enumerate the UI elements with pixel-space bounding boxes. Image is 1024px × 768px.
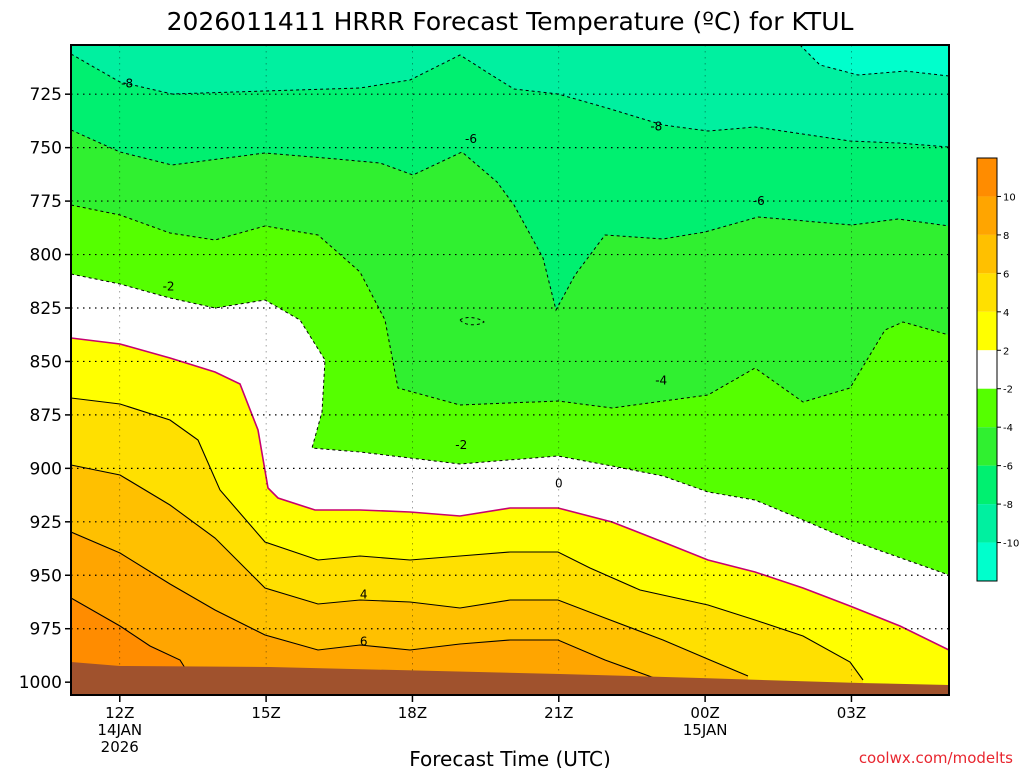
colorbar-label: 6 <box>1003 269 1009 280</box>
colorbar-label: -2 <box>1003 385 1013 396</box>
contour-label: -2 <box>455 438 467 452</box>
colorbar-swatch <box>977 465 997 505</box>
colorbar-label: 4 <box>1003 308 1009 319</box>
x-tick-label: 00Z <box>690 704 719 722</box>
credit-link[interactable]: coolwx.com/modelts <box>859 749 1013 767</box>
colorbar-swatch <box>977 311 997 351</box>
colorbar-swatch <box>977 350 997 389</box>
colorbar-swatch <box>977 234 997 274</box>
colorbar-label: -10 <box>1003 539 1019 550</box>
y-tick-label: 750 <box>30 139 62 159</box>
x-tick-label: 03Z <box>837 704 866 722</box>
contour-label: -2 <box>163 280 175 294</box>
contour-line-8 <box>71 531 661 681</box>
chart-title: 2026011411 HRRR Forecast Temperature (ºC… <box>167 7 854 36</box>
colorbar-label: -4 <box>1003 423 1013 434</box>
y-tick-label: 825 <box>30 299 62 319</box>
contour-line-minus8 <box>71 53 949 148</box>
grid-lines <box>71 45 949 695</box>
contour-line-4 <box>71 397 864 681</box>
y-tick-label: 850 <box>30 352 62 372</box>
y-tick-label: 725 <box>30 85 62 105</box>
contour-label: -4 <box>655 374 667 388</box>
colorbar-swatch <box>977 504 997 543</box>
contour-label: 6 <box>360 635 368 649</box>
colorbar-swatch <box>977 388 997 428</box>
plot-frame <box>70 44 950 696</box>
x-tick-sublabel: 15JAN <box>683 721 728 739</box>
y-tick-label: 975 <box>30 620 62 640</box>
y-tick-label: 800 <box>30 246 62 266</box>
x-tick-sublabel: 14JAN <box>97 721 142 739</box>
contour-fill-layers: -8 -8 -6 -6 -2 -4 -2 0 4 6 <box>71 45 949 695</box>
contour-label: -8 <box>650 119 662 133</box>
x-axis-label: Forecast Time (UTC) <box>409 747 611 768</box>
colorbar-swatch <box>977 158 997 197</box>
region-minus10-to-minus8 <box>71 45 949 147</box>
y-tick-label: 950 <box>30 566 62 586</box>
contour-line-6 <box>71 464 749 677</box>
x-tick-label: 15Z <box>251 704 280 722</box>
x-tick-label: 18Z <box>398 704 427 722</box>
colorbar-label: -6 <box>1003 462 1013 473</box>
colorbar-label: 8 <box>1003 231 1009 242</box>
contour-label: 0 <box>555 476 563 490</box>
x-tick-sublabel: 2026 <box>101 738 139 756</box>
region-10-to-12 <box>71 598 185 668</box>
colorbar-swatch <box>977 196 997 235</box>
colorbar-label: 2 <box>1003 346 1009 357</box>
contour-line-minus6 <box>71 129 949 312</box>
region-below-minus10 <box>800 45 949 76</box>
colorbar-swatch <box>977 273 997 312</box>
y-tick-label: 900 <box>30 459 62 479</box>
contour-labels: -8 -8 -6 -6 -2 -4 -2 0 4 6 <box>121 76 765 649</box>
colorbar: 10 8 6 4 2 -2 -4 -6 -8 -10 <box>976 157 1019 582</box>
ground-surface <box>71 662 949 695</box>
colorbar-swatch <box>977 542 997 581</box>
contour-label: -6 <box>465 132 477 146</box>
contour-line-minus6-small <box>459 317 485 326</box>
y-axis: 725 750 775 800 825 850 875 900 925 950 975 1000 <box>19 85 71 693</box>
region-8-to-10 <box>71 532 660 695</box>
contour-line-10 <box>71 597 186 669</box>
colorbar-frame <box>976 157 998 582</box>
negative-contour-lines <box>71 45 949 576</box>
positive-contour-lines <box>71 397 864 681</box>
y-tick-label: 1000 <box>19 673 62 693</box>
contour-line-minus10 <box>799 45 949 77</box>
contour-label: 4 <box>360 588 368 602</box>
contour-label: -6 <box>753 194 765 208</box>
y-tick-label: 775 <box>30 192 62 212</box>
colorbar-swatch <box>977 427 997 466</box>
y-tick-label: 925 <box>30 513 62 533</box>
contour-label: -8 <box>121 76 133 90</box>
y-tick-label: 875 <box>30 406 62 426</box>
x-tick-label: 12Z <box>105 704 134 722</box>
x-tick-label: 21Z <box>544 704 573 722</box>
colorbar-label: -8 <box>1003 500 1013 511</box>
contour-line-zero <box>71 337 949 651</box>
colorbar-label: 10 <box>1003 192 1016 203</box>
